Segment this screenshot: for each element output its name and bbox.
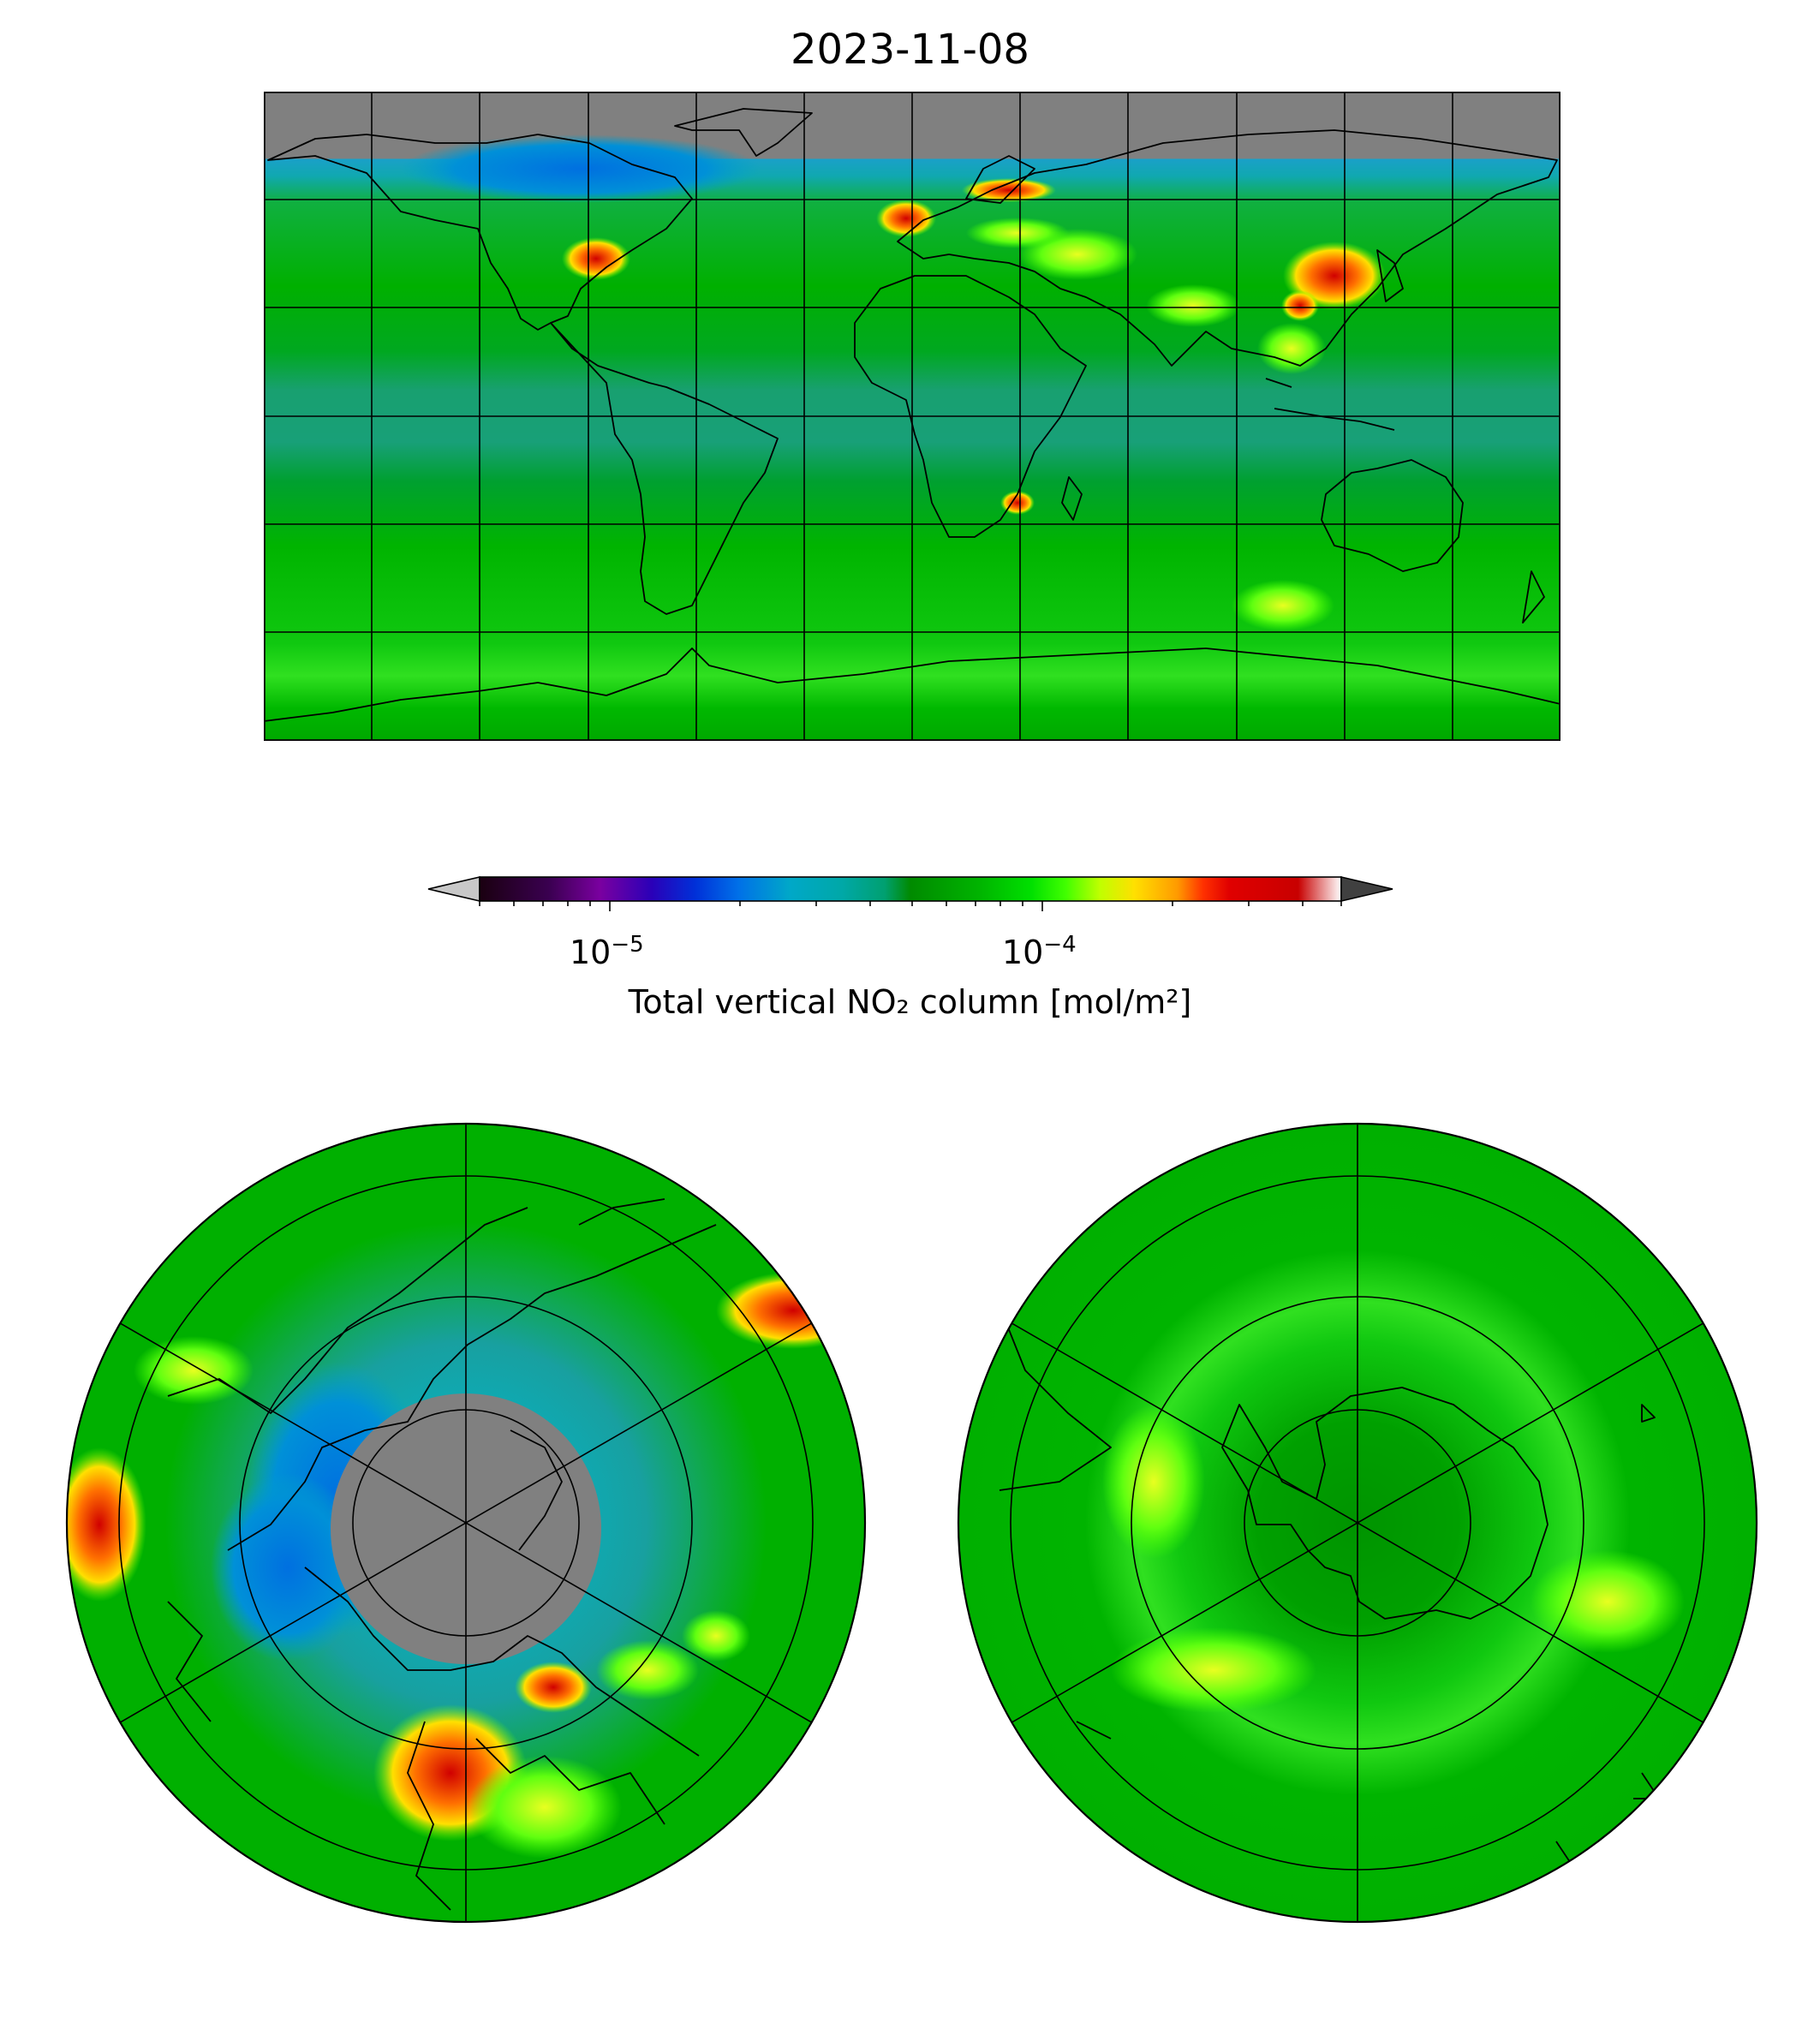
north-polar-map	[65, 1122, 867, 1924]
world-map	[264, 92, 1560, 741]
figure-title: 2023-11-08	[791, 26, 1029, 74]
colorbar-gradient	[479, 876, 1342, 902]
colorbar	[427, 875, 1393, 911]
colorbar-tick-label-1e-5: 10−5	[570, 932, 644, 971]
colorbar-under-extension	[427, 875, 480, 903]
colorbar-label: Total vertical NO₂ column [mol/m²]	[628, 983, 1192, 1021]
colorbar-over-extension	[1340, 875, 1393, 903]
south-polar-map	[957, 1122, 1758, 1924]
colorbar-tick-label-1e-4: 10−4	[1002, 932, 1077, 971]
